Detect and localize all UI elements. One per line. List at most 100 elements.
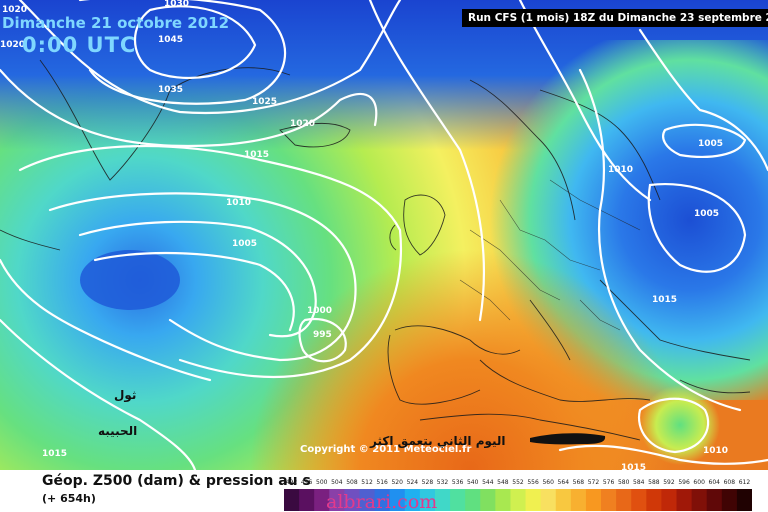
scale-swatch	[495, 489, 511, 511]
scale-swatch	[661, 489, 678, 511]
map-footer: Géop. Z500 (dam) & pression au s (+ 654h…	[0, 470, 768, 512]
scale-label: 600	[693, 479, 705, 486]
scale-swatch	[374, 489, 391, 511]
run-info: Run CFS (1 mois) 18Z du Dimanche 23 sept…	[462, 9, 768, 27]
scale-label: 612	[738, 479, 751, 486]
annotation-text: ثول	[114, 388, 137, 402]
isobar-label: 1000	[307, 306, 332, 316]
scale-label: 508	[346, 479, 358, 486]
scale-swatch	[601, 489, 617, 511]
z500-field-west-low-core	[80, 250, 180, 310]
scale-label: 596	[678, 479, 690, 486]
scale-label: 588	[648, 479, 660, 486]
scale-swatch	[691, 489, 708, 511]
isobar-label: 1025	[252, 97, 277, 107]
scale-swatch	[299, 489, 315, 511]
isobar-label: 1015	[244, 150, 269, 160]
watermark: albrari.com	[326, 491, 438, 512]
scale-swatch	[450, 489, 466, 511]
scale-label: 556	[527, 479, 539, 486]
scale-label: 576	[602, 479, 615, 486]
scale-label: 524	[406, 479, 419, 486]
isobar-label: 1020	[0, 40, 25, 50]
isobar-label: 1030	[164, 0, 189, 9]
scale-label: 512	[361, 479, 373, 486]
isobar-label: 1005	[698, 139, 723, 149]
isobar-label: 1010	[703, 446, 728, 456]
copyright-text: Copyright © 2011 Meteociel.fr	[300, 444, 472, 455]
scale-label: 504	[331, 479, 343, 486]
scale-label: 544	[482, 479, 494, 486]
scale-label: 516	[376, 479, 388, 486]
isobar-label: 1015	[621, 463, 646, 470]
scale-swatch	[555, 489, 572, 511]
scale-swatch	[284, 489, 300, 511]
scale-swatch	[736, 489, 752, 511]
isobar-label: 1015	[652, 295, 677, 305]
isobar-label: 1015	[42, 449, 67, 459]
scale-label: 496	[300, 479, 313, 486]
annotation-text: اليوم الثاني بتعمق اكثر	[370, 434, 506, 448]
scale-label: 492	[285, 479, 298, 486]
color-scale-labels: 492 496 500 504 508 512 516 520 524 528 532 536 540 5…	[284, 479, 752, 489]
isobar-label: 1020	[290, 119, 315, 129]
scale-label: 572	[587, 479, 600, 486]
isobar-label: 1005	[232, 239, 257, 249]
scale-label: 608	[723, 479, 736, 486]
scale-label: 592	[663, 479, 675, 486]
scale-label: 580	[617, 479, 630, 486]
isobar-label: 1010	[608, 165, 633, 175]
scale-swatch	[329, 489, 345, 511]
scale-label: 536	[451, 479, 464, 486]
isobar-label: 1020	[2, 5, 27, 15]
scale-swatch	[419, 489, 436, 511]
isobars	[0, 0, 768, 470]
isobar-label: 995	[313, 330, 332, 340]
scale-swatch	[465, 489, 481, 511]
scale-swatch	[344, 489, 360, 511]
isobar-label: 1005	[694, 209, 719, 219]
parameter-title: Géop. Z500 (dam) & pression au s	[42, 473, 311, 489]
scale-swatch	[434, 489, 451, 511]
scale-label: 584	[633, 479, 645, 486]
annotation-marker	[530, 433, 606, 445]
scale-label: 568	[572, 479, 585, 486]
scale-label: 532	[436, 479, 449, 486]
scale-label: 564	[557, 479, 570, 486]
scale-swatch	[721, 489, 738, 511]
scale-swatch	[314, 489, 330, 511]
scale-swatch	[404, 489, 421, 511]
scale-swatch	[510, 489, 527, 511]
scale-swatch	[570, 489, 587, 511]
scale-swatch	[616, 489, 632, 511]
borders	[459, 179, 641, 331]
isobar-label: 1045	[158, 35, 183, 45]
scale-label: 604	[708, 479, 720, 486]
scale-label: 520	[391, 479, 403, 486]
scale-swatch	[676, 489, 693, 511]
scale-label: 500	[316, 479, 328, 486]
scale-label: 540	[466, 479, 479, 486]
scale-swatch	[585, 489, 602, 511]
forecast-time: 0:00 UTC	[22, 33, 137, 57]
scale-swatch	[525, 489, 542, 511]
scale-swatch	[540, 489, 557, 511]
isobar-labels: 1030 1020 1020 1045 1035 1025 1020 1015 …	[0, 0, 728, 470]
isobar-label: 1035	[158, 85, 183, 95]
scale-swatch	[480, 489, 496, 511]
scale-label: 528	[421, 479, 434, 486]
isobar-label: 1010	[226, 198, 251, 208]
color-scale	[284, 489, 752, 511]
scale-swatch	[706, 489, 723, 511]
scale-label: 552	[512, 479, 524, 486]
scale-swatch	[389, 489, 406, 511]
scale-swatch	[646, 489, 662, 511]
scale-label: 560	[542, 479, 554, 486]
lead-time: (+ 654h)	[42, 492, 96, 505]
scale-swatch	[631, 489, 647, 511]
scale-label: 548	[497, 479, 509, 486]
forecast-date: Dimanche 21 octobre 2012	[2, 14, 230, 32]
annotation-text: الحبيبه	[98, 424, 138, 438]
scale-swatch	[359, 489, 376, 511]
